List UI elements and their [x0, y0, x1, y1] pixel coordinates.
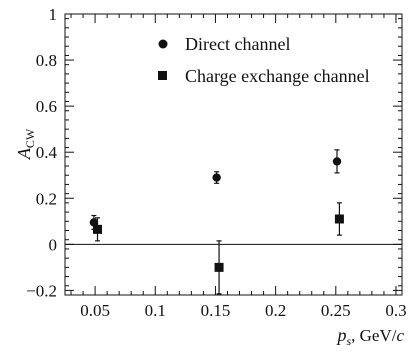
plot-frame: [64, 13, 403, 296]
data-point-direct: [212, 173, 221, 182]
legend-square-marker: [158, 71, 167, 80]
x-tick-label: 0.15: [201, 301, 231, 320]
data-point-charge-exchange: [214, 262, 224, 272]
x-tick-label: 0.25: [321, 301, 351, 320]
data-point-direct: [89, 218, 99, 227]
y-tick-label: −0.2: [26, 281, 57, 300]
data-marks: [89, 149, 344, 295]
y-tick-label: 0: [49, 235, 58, 254]
legend-label-direct: Direct channel: [185, 34, 290, 54]
x-axis-label: ps, GeV/c: [335, 325, 404, 348]
x-tick-label: 0.3: [385, 301, 406, 320]
legend-label-charge-exchange: Charge exchange channel: [185, 66, 370, 86]
data-point-charge-exchange: [92, 224, 102, 234]
x-tick-label: 0.2: [265, 301, 286, 320]
y-axis-label: ACW: [14, 128, 37, 160]
legend: Direct channel Charge exchange channel: [158, 34, 370, 86]
axis-ticks: 0.05 0.1 0.15 0.2 0.25 0.3 −0.2 0 0.2 0.4 0.6 0.8 1: [26, 5, 406, 320]
y-tick-label: 1: [49, 5, 58, 24]
data-point-direct: [332, 157, 342, 166]
data-point-charge-exchange: [334, 214, 344, 224]
y-tick-label: 0.2: [36, 189, 57, 208]
y-tick-label: 0.4: [36, 143, 58, 162]
y-tick-label: 0.6: [36, 97, 57, 116]
x-tick-label: 0.05: [80, 301, 110, 320]
y-tick-label: 0.8: [36, 51, 57, 70]
legend-circle-marker: [158, 39, 168, 49]
x-tick-label: 0.1: [145, 301, 166, 320]
